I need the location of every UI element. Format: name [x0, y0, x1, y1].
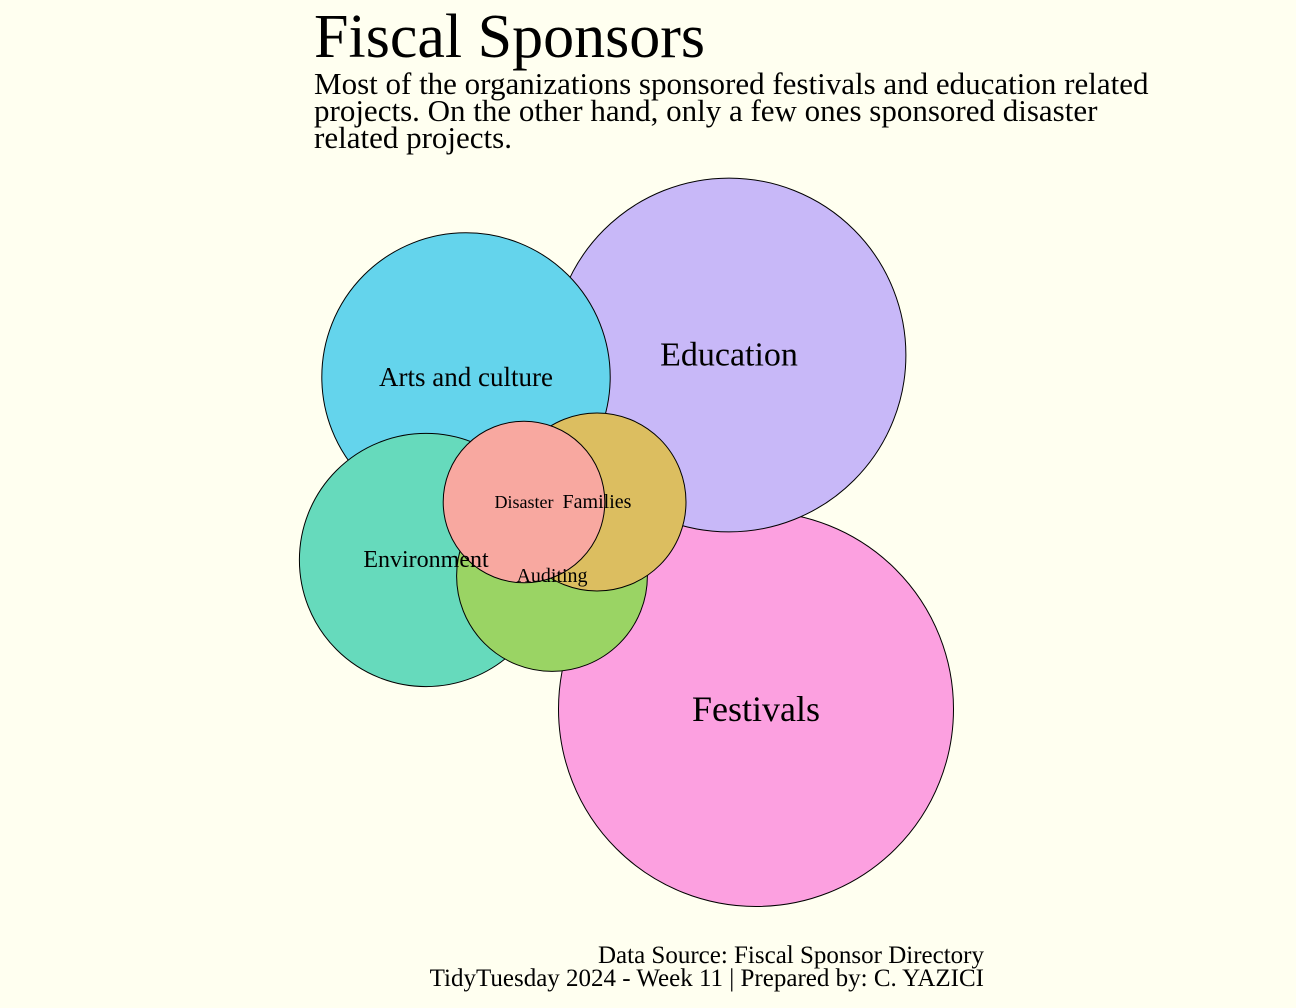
caption-source-line: Data Source: Fiscal Sponsor Directory	[597, 942, 984, 969]
bubble-label-festivals: Festivals	[692, 689, 820, 729]
bubble-label-auditing: Auditing	[516, 565, 587, 587]
chart-title: Fiscal Sponsors	[314, 3, 705, 71]
bubble-label-education: Education	[660, 337, 798, 374]
bubble-label-layer: Festivals Education Arts and culture Enviro…	[363, 337, 820, 730]
bubble-label-arts-and-culture: Arts and culture	[379, 362, 553, 392]
chart-subtitle: Most of the organizations sponsored fest…	[314, 66, 1149, 155]
bubble-label-environment: Environment	[363, 547, 489, 573]
caption-credit-line: TidyTuesday 2024 - Week 11 | Prepared by…	[429, 965, 984, 992]
bubble-label-disaster: Disaster	[495, 492, 554, 512]
bubble-layer	[298, 177, 954, 907]
bubble-label-families: Families	[563, 491, 632, 513]
bubble-disaster	[442, 420, 606, 584]
chart-caption: Data Source: Fiscal Sponsor Directory Ti…	[429, 942, 984, 992]
